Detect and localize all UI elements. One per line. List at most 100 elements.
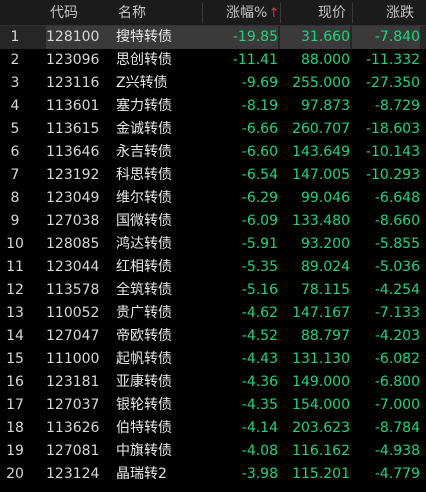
table-row[interactable]: 13 110052 贵广转债 -4.62 147.167 -7.133 [0,302,426,325]
table-row[interactable]: 11 123044 红相转债 -5.35 89.024 -5.036 [0,256,426,279]
bond-code: 123124 [46,466,100,482]
change-percent: -6.29 [241,190,278,206]
row-index: 10 [6,236,24,252]
column-header-name[interactable]: 名称 [118,5,146,21]
table-row[interactable]: 8 123049 维尔转债 -6.29 99.046 -6.648 [0,187,426,210]
change-percent: -9.69 [241,75,278,91]
current-price: 143.649 [292,144,350,160]
current-price: 88.797 [301,328,350,344]
price-change: -10.293 [365,167,420,183]
row-index: 17 [6,397,24,413]
bond-code: 110052 [46,305,100,321]
table-row[interactable]: 10 128085 鸿达转债 -5.91 93.200 -5.855 [0,233,426,256]
bond-name: 维尔转债 [116,190,172,206]
current-price: 78.115 [301,282,350,298]
table-row[interactable]: 7 123192 科思转债 -6.54 147.005 -10.293 [0,164,426,187]
price-change: -8.660 [374,213,420,229]
current-price: 97.873 [301,98,350,114]
current-price: 99.046 [301,190,350,206]
price-change: -6.082 [374,351,420,367]
bond-name: 国微转债 [116,213,172,229]
row-index: 15 [6,351,24,367]
price-change: -6.648 [374,190,420,206]
column-header-code[interactable]: 代码 [50,5,78,21]
column-divider[interactable] [280,3,281,23]
table-row[interactable]: 4 113601 塞力转债 -8.19 97.873 -8.729 [0,95,426,118]
table-row[interactable]: 15 111000 起帆转债 -4.43 131.130 -6.082 [0,348,426,371]
bond-name: 贵广转债 [116,305,172,321]
row-index: 20 [6,466,24,482]
change-percent: -4.08 [241,443,278,459]
current-price: 31.660 [280,26,350,49]
bond-code: 128085 [46,236,100,252]
row-index: 4 [10,98,20,114]
change-percent: -4.35 [241,397,278,413]
bond-code: 127081 [46,443,100,459]
price-change: -7.133 [374,305,420,321]
current-price: 147.005 [292,167,350,183]
column-divider[interactable] [202,3,203,23]
row-index: 3 [10,75,20,91]
change-percent: -4.36 [241,374,278,390]
bond-name: 晶瑞转2 [116,466,167,482]
table-row[interactable]: 16 123181 亚康转债 -4.36 149.000 -6.800 [0,371,426,394]
current-price: 260.707 [292,121,350,137]
bond-name: 永吉转债 [116,144,172,160]
sort-descending-icon: ↑ [268,6,280,21]
change-percent: -3.98 [241,466,278,482]
table-header: 代码 名称 涨幅%↑ 现价 涨跌 [0,0,426,26]
column-divider[interactable] [352,3,353,23]
bond-name: 帝欧转债 [116,328,172,344]
bond-name: 搜特转债 [116,26,202,49]
price-change: -4.938 [374,443,420,459]
table-row[interactable]: 5 113615 金诚转债 -6.66 260.707 -18.603 [0,118,426,141]
table-row[interactable]: 18 113626 伯特转债 -4.14 203.623 -8.784 [0,417,426,440]
column-header-pct[interactable]: 涨幅%↑ [226,0,279,26]
bond-code: 123181 [46,374,100,390]
change-percent: -11.41 [232,52,278,68]
price-change: -27.350 [365,75,420,91]
price-change: -10.143 [365,144,420,160]
price-change: -5.036 [374,259,420,275]
current-price: 116.162 [292,443,350,459]
table-row[interactable]: 19 127081 中旗转债 -4.08 116.162 -4.938 [0,440,426,463]
row-index: 16 [6,374,24,390]
current-price: 88.000 [301,52,350,68]
table-row[interactable]: 20 123124 晶瑞转2 -3.98 115.201 -4.779 [0,463,426,486]
table-row[interactable]: 6 113646 永吉转债 -6.60 143.649 -10.143 [0,141,426,164]
table-row[interactable]: 17 127037 银轮转债 -4.35 154.000 -7.000 [0,394,426,417]
bond-name: 金诚转债 [116,121,172,137]
table-row[interactable]: 1 128100 搜特转债 -19.85 31.660 -7.840 [0,26,426,49]
bond-code: 127037 [46,397,100,413]
bond-name: 塞力转债 [116,98,172,114]
bond-code: 123049 [46,190,100,206]
change-percent: -6.66 [241,121,278,137]
price-change: -7.000 [374,397,420,413]
table-row[interactable]: 2 123096 思创转债 -11.41 88.000 -11.332 [0,49,426,72]
price-change: -18.603 [365,121,420,137]
column-header-change[interactable]: 涨跌 [386,5,414,21]
current-price: 149.000 [292,374,350,390]
bond-code: 127038 [46,213,100,229]
change-percent: -5.91 [241,236,278,252]
table-row[interactable]: 3 123116 Z兴转债 -9.69 255.000 -27.350 [0,72,426,95]
bond-name: 鸿达转债 [116,236,172,252]
price-change: -7.840 [352,26,420,49]
table-row[interactable]: 9 127038 国微转债 -6.09 133.480 -8.660 [0,210,426,233]
current-price: 115.201 [292,466,350,482]
price-change: -6.800 [374,374,420,390]
bond-code: 127047 [46,328,100,344]
current-price: 133.480 [292,213,350,229]
bond-name: 全筑转债 [116,282,172,298]
table-row[interactable]: 14 127047 帝欧转债 -4.52 88.797 -4.203 [0,325,426,348]
price-change: -4.254 [374,282,420,298]
row-index: 13 [6,305,24,321]
change-percent: -6.54 [241,167,278,183]
change-percent: -6.09 [241,213,278,229]
current-price: 154.000 [292,397,350,413]
bond-code: 113646 [46,144,100,160]
table-row[interactable]: 12 113578 全筑转债 -5.16 78.115 -4.254 [0,279,426,302]
change-percent: -4.62 [241,305,278,321]
column-header-price[interactable]: 现价 [318,5,346,21]
